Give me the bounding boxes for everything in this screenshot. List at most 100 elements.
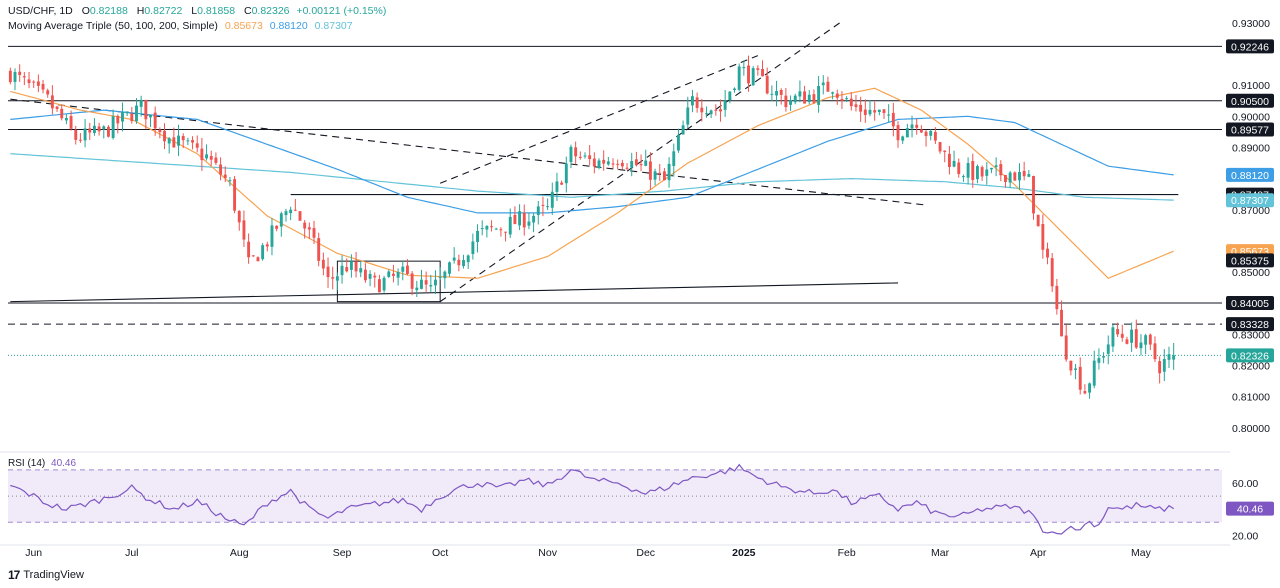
candle [247, 233, 251, 264]
candle [471, 233, 475, 260]
time-tick-label: Apr [1030, 547, 1047, 559]
candle [929, 129, 933, 141]
candle [1064, 324, 1068, 362]
candle-body [228, 180, 232, 182]
candle [298, 211, 302, 221]
candle-body [845, 98, 849, 100]
candle-body [490, 226, 494, 228]
candle-body [896, 125, 900, 141]
candle-body [532, 215, 536, 223]
candle [719, 99, 722, 122]
candle [233, 175, 237, 214]
candle-body [256, 257, 260, 262]
candles [8, 55, 1176, 399]
candle [863, 99, 867, 123]
candle [326, 257, 330, 288]
symbol-legend[interactable]: USD/CHF, 1D O0.82188 H0.82722 L0.81858 C… [8, 5, 386, 17]
candle [200, 137, 204, 171]
price-tag: 0.88120 [1226, 167, 1274, 182]
candle [382, 275, 386, 293]
candle-body [1102, 356, 1106, 358]
candle-body [835, 93, 839, 98]
candle-body [994, 165, 998, 168]
candle [69, 110, 73, 131]
tradingview-brand[interactable]: 17 TradingView [8, 568, 84, 582]
candle [27, 71, 31, 89]
candle [270, 218, 274, 256]
candle-body [27, 79, 31, 84]
candle-body [420, 279, 423, 289]
candle [205, 144, 209, 161]
candle-body [1144, 335, 1148, 345]
price-tick-label: 0.87000 [1232, 205, 1270, 217]
candle [597, 158, 601, 170]
candle [293, 198, 297, 212]
candle [560, 180, 564, 185]
price-tick-label: 0.81000 [1232, 392, 1270, 404]
candle-body [247, 241, 251, 258]
candle-body [854, 104, 858, 108]
candle [1134, 319, 1138, 350]
candle [803, 85, 807, 104]
rsi-legend[interactable]: RSI (14) 40.46 [8, 458, 76, 469]
candle [18, 64, 22, 82]
candle-body [831, 92, 835, 94]
candle-body [130, 113, 134, 122]
candle-body [387, 271, 391, 277]
candle-body [728, 91, 732, 101]
price-tag-box [1226, 167, 1274, 182]
candle [714, 104, 718, 116]
candle-body [709, 110, 713, 115]
candle-body [961, 176, 965, 178]
candle [999, 160, 1003, 182]
time-tick-label: Nov [538, 547, 557, 559]
rsi-value-label: 40.46 [1237, 504, 1263, 516]
trend-line [439, 55, 759, 184]
candle-body [359, 268, 363, 273]
rsi-tick-label: 20.00 [1232, 530, 1258, 542]
candle [275, 225, 279, 232]
time-tick-label: 2025 [732, 547, 756, 559]
candle [490, 220, 494, 232]
candle [55, 105, 59, 112]
candle [434, 270, 437, 295]
candle-body [41, 83, 45, 90]
candle-body [1111, 327, 1115, 347]
drawing-lines[interactable] [8, 20, 1222, 356]
candle [592, 152, 596, 174]
candle-body [630, 161, 634, 168]
candle-body [251, 255, 255, 257]
ma-legend[interactable]: Moving Average Triple (50, 100, 200, Sim… [8, 20, 353, 32]
candle [448, 261, 451, 277]
candle [751, 66, 755, 86]
candle-body [952, 160, 956, 167]
candle-body [588, 155, 592, 160]
candle-body [172, 137, 176, 148]
candle [1172, 342, 1176, 370]
time-tick-label: May [1131, 547, 1152, 559]
candle [588, 145, 592, 166]
candle-body [1130, 329, 1134, 343]
price-tick-label: 0.85000 [1232, 267, 1270, 279]
candle-body [298, 211, 302, 221]
open-value: 0.82188 [89, 5, 128, 17]
candle [88, 122, 92, 141]
candle [966, 157, 970, 185]
candle [74, 125, 78, 145]
candle-body [476, 230, 479, 243]
candle [438, 267, 442, 280]
candle [83, 119, 87, 148]
candle-body [331, 277, 335, 279]
candle-body [1046, 248, 1049, 258]
candle-body [1162, 359, 1166, 372]
candle-body [676, 134, 680, 151]
candle [251, 254, 255, 257]
candle-body [938, 142, 942, 152]
candle-body [377, 279, 381, 293]
candle-body [462, 260, 465, 267]
candle-body [504, 231, 508, 233]
time-tick-label: Sep [333, 547, 352, 559]
candle-body [1036, 214, 1040, 227]
candle-body [195, 143, 199, 148]
